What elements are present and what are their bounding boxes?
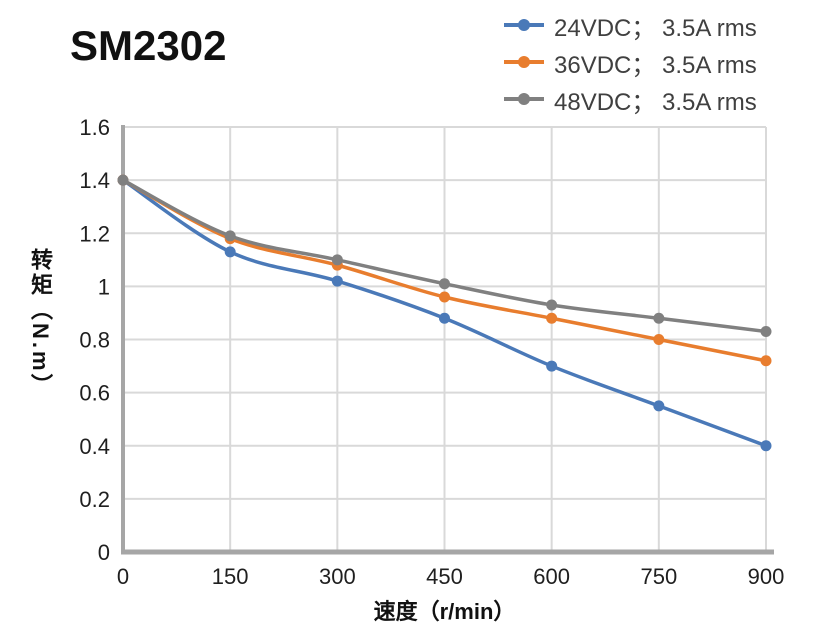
series-marker-24vdc — [331, 275, 343, 287]
series-marker-36vdc — [653, 334, 665, 345]
y-axis-title: 转矩（N.m） — [28, 248, 53, 399]
series-marker-36vdc — [760, 355, 772, 367]
legend-item-36vdc: 36VDC； 3.5A rms — [503, 47, 757, 79]
legend-marker-icon — [504, 56, 544, 68]
legend-item-24vdc: 24VDC； 3.5A rms — [503, 10, 757, 42]
series-marker-24vdc — [760, 440, 772, 452]
y-tick-label: 1.4 — [79, 168, 110, 193]
x-tick-label: 150 — [212, 564, 249, 589]
x-tick-label: 300 — [319, 564, 356, 589]
series-marker-48vdc — [760, 326, 772, 338]
series-marker-36vdc — [546, 312, 558, 324]
series-marker-48vdc — [653, 312, 665, 324]
legend-label-24vdc: 24VDC； 3.5A rms — [554, 14, 757, 42]
legend-item-48vdc: 48VDC； 3.5A rms — [503, 84, 757, 116]
y-tick-label: 1.6 — [79, 115, 110, 140]
legend-marker-icon — [504, 93, 544, 105]
x-tick-label: 0 — [117, 564, 129, 589]
series-marker-24vdc — [653, 400, 665, 412]
y-tick-label: 1.2 — [79, 221, 110, 246]
series-marker-24vdc — [439, 312, 450, 324]
series-marker-48vdc — [224, 230, 236, 242]
series-marker-48vdc — [117, 174, 129, 186]
legend-marker-icon — [504, 19, 544, 31]
y-tick-label: 0.4 — [79, 434, 110, 459]
series-marker-48vdc — [331, 254, 343, 266]
y-tick-label: 1 — [98, 274, 110, 299]
x-tick-label: 900 — [748, 564, 785, 589]
y-tick-label: 0.6 — [79, 381, 110, 406]
y-tick-label: 0.2 — [79, 487, 110, 512]
series-marker-36vdc — [439, 291, 450, 303]
x-tick-label: 450 — [426, 564, 463, 589]
legend: 24VDC； 3.5A rms 36VDC； 3.5A rms 48VDC； 3… — [503, 10, 757, 116]
y-tick-label: 0.8 — [79, 328, 110, 353]
series-marker-48vdc — [546, 299, 558, 311]
legend-label-48vdc: 48VDC； 3.5A rms — [554, 88, 757, 116]
x-tick-label: 750 — [640, 564, 677, 589]
series-marker-24vdc — [224, 246, 236, 258]
y-tick-label: 0 — [98, 540, 110, 565]
x-axis-title: 速度（r/min） — [373, 599, 516, 624]
series-marker-48vdc — [439, 278, 450, 290]
series-marker-24vdc — [546, 360, 558, 372]
legend-label-36vdc: 36VDC； 3.5A rms — [554, 51, 757, 79]
chart-title: SM2302 — [70, 22, 227, 69]
x-tick-label: 600 — [533, 564, 570, 589]
